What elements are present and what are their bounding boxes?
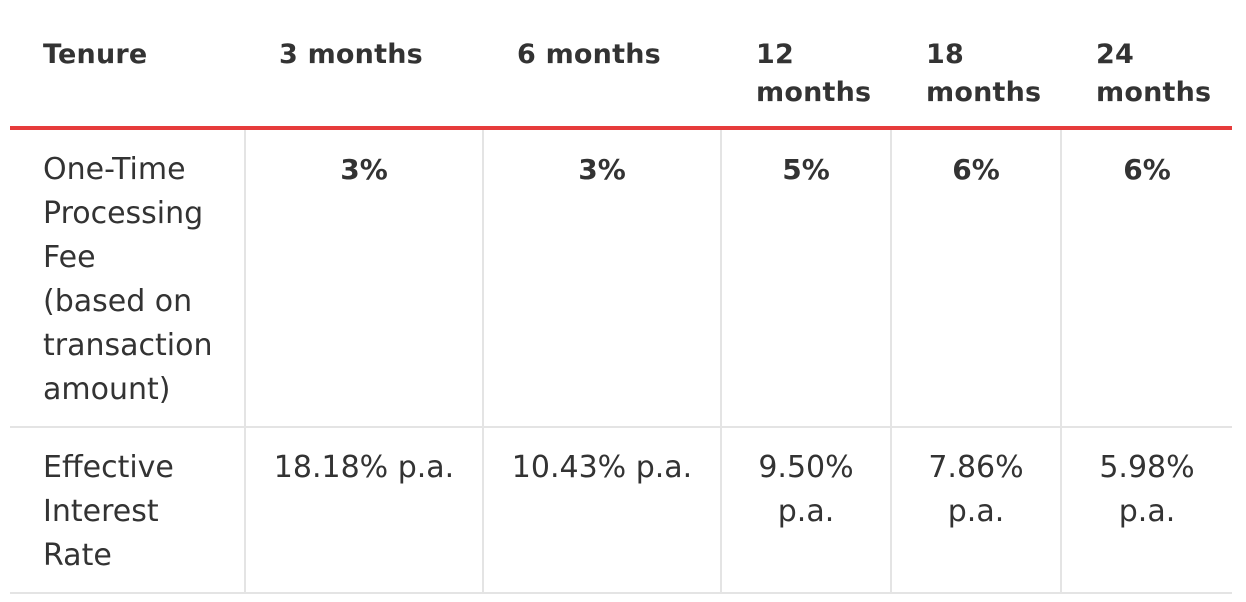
rate-line: p.a. [777, 494, 835, 529]
column-divider [482, 130, 484, 428]
header-12-months-line2: months [756, 77, 872, 108]
rate-12-months: 9.50% p.a. [722, 446, 890, 534]
header-6-months: 6 months [517, 39, 661, 70]
rate-6-months: 10.43% p.a. [511, 450, 693, 485]
header-24-months-line2: months [1096, 77, 1212, 108]
column-divider [720, 130, 722, 428]
fee-12-months: 5% [782, 153, 830, 186]
header-divider [10, 126, 1232, 130]
header-tenure: Tenure [43, 39, 148, 70]
header-24-months-line1: 24 [1096, 39, 1134, 70]
label-line: Effective [43, 450, 174, 485]
table-row-effective-interest-rate: Effective Interest Rate 18.18% p.a. 10.4… [10, 428, 1232, 594]
row-divider [10, 592, 1232, 594]
row-label-effective-interest-rate: Effective Interest Rate [43, 446, 174, 578]
rate-line: 7.86% [928, 450, 1024, 485]
row-label-processing-fee: One-Time Processing Fee (based on transa… [43, 148, 212, 412]
rate-line: 5.98% [1099, 450, 1195, 485]
rate-line: p.a. [1118, 494, 1176, 529]
header-3-months: 3 months [279, 39, 423, 70]
label-line: One-Time [43, 152, 186, 187]
column-divider [890, 428, 892, 594]
fee-24-months: 6% [1123, 153, 1171, 186]
column-divider [1060, 428, 1062, 594]
header-18-months-line2: months [926, 77, 1042, 108]
rate-3-months: 18.18% p.a. [273, 450, 455, 485]
fee-18-months: 6% [952, 153, 1000, 186]
table-header: Tenure 3 months 6 months 12 months 18 mo… [10, 0, 1232, 130]
rate-24-months: 5.98% p.a. [1062, 446, 1232, 534]
header-12-months-line1: 12 [756, 39, 794, 70]
header-18-months-line1: 18 [926, 39, 964, 70]
column-divider [890, 130, 892, 428]
rate-line: p.a. [947, 494, 1005, 529]
header-24-months: 24 months [1096, 36, 1211, 112]
label-line: Processing [43, 196, 204, 231]
column-divider [244, 130, 246, 428]
rate-line: 9.50% [758, 450, 854, 485]
row-divider [10, 426, 1232, 428]
fee-table: Tenure 3 months 6 months 12 months 18 mo… [10, 0, 1232, 594]
column-divider [244, 428, 246, 594]
column-divider [482, 428, 484, 594]
rate-18-months: 7.86% p.a. [892, 446, 1060, 534]
column-divider [1060, 130, 1062, 428]
label-line: Interest [43, 494, 159, 529]
fee-3-months: 3% [340, 153, 388, 186]
label-line: amount) [43, 372, 171, 407]
label-line: transaction [43, 328, 213, 363]
table-row-processing-fee: One-Time Processing Fee (based on transa… [10, 130, 1232, 428]
column-divider [720, 428, 722, 594]
header-12-months: 12 months [756, 36, 871, 112]
header-18-months: 18 months [926, 36, 1041, 112]
label-line: Rate [43, 538, 112, 573]
label-line: Fee [43, 240, 96, 275]
fee-6-months: 3% [578, 153, 626, 186]
label-line: (based on [43, 284, 193, 319]
